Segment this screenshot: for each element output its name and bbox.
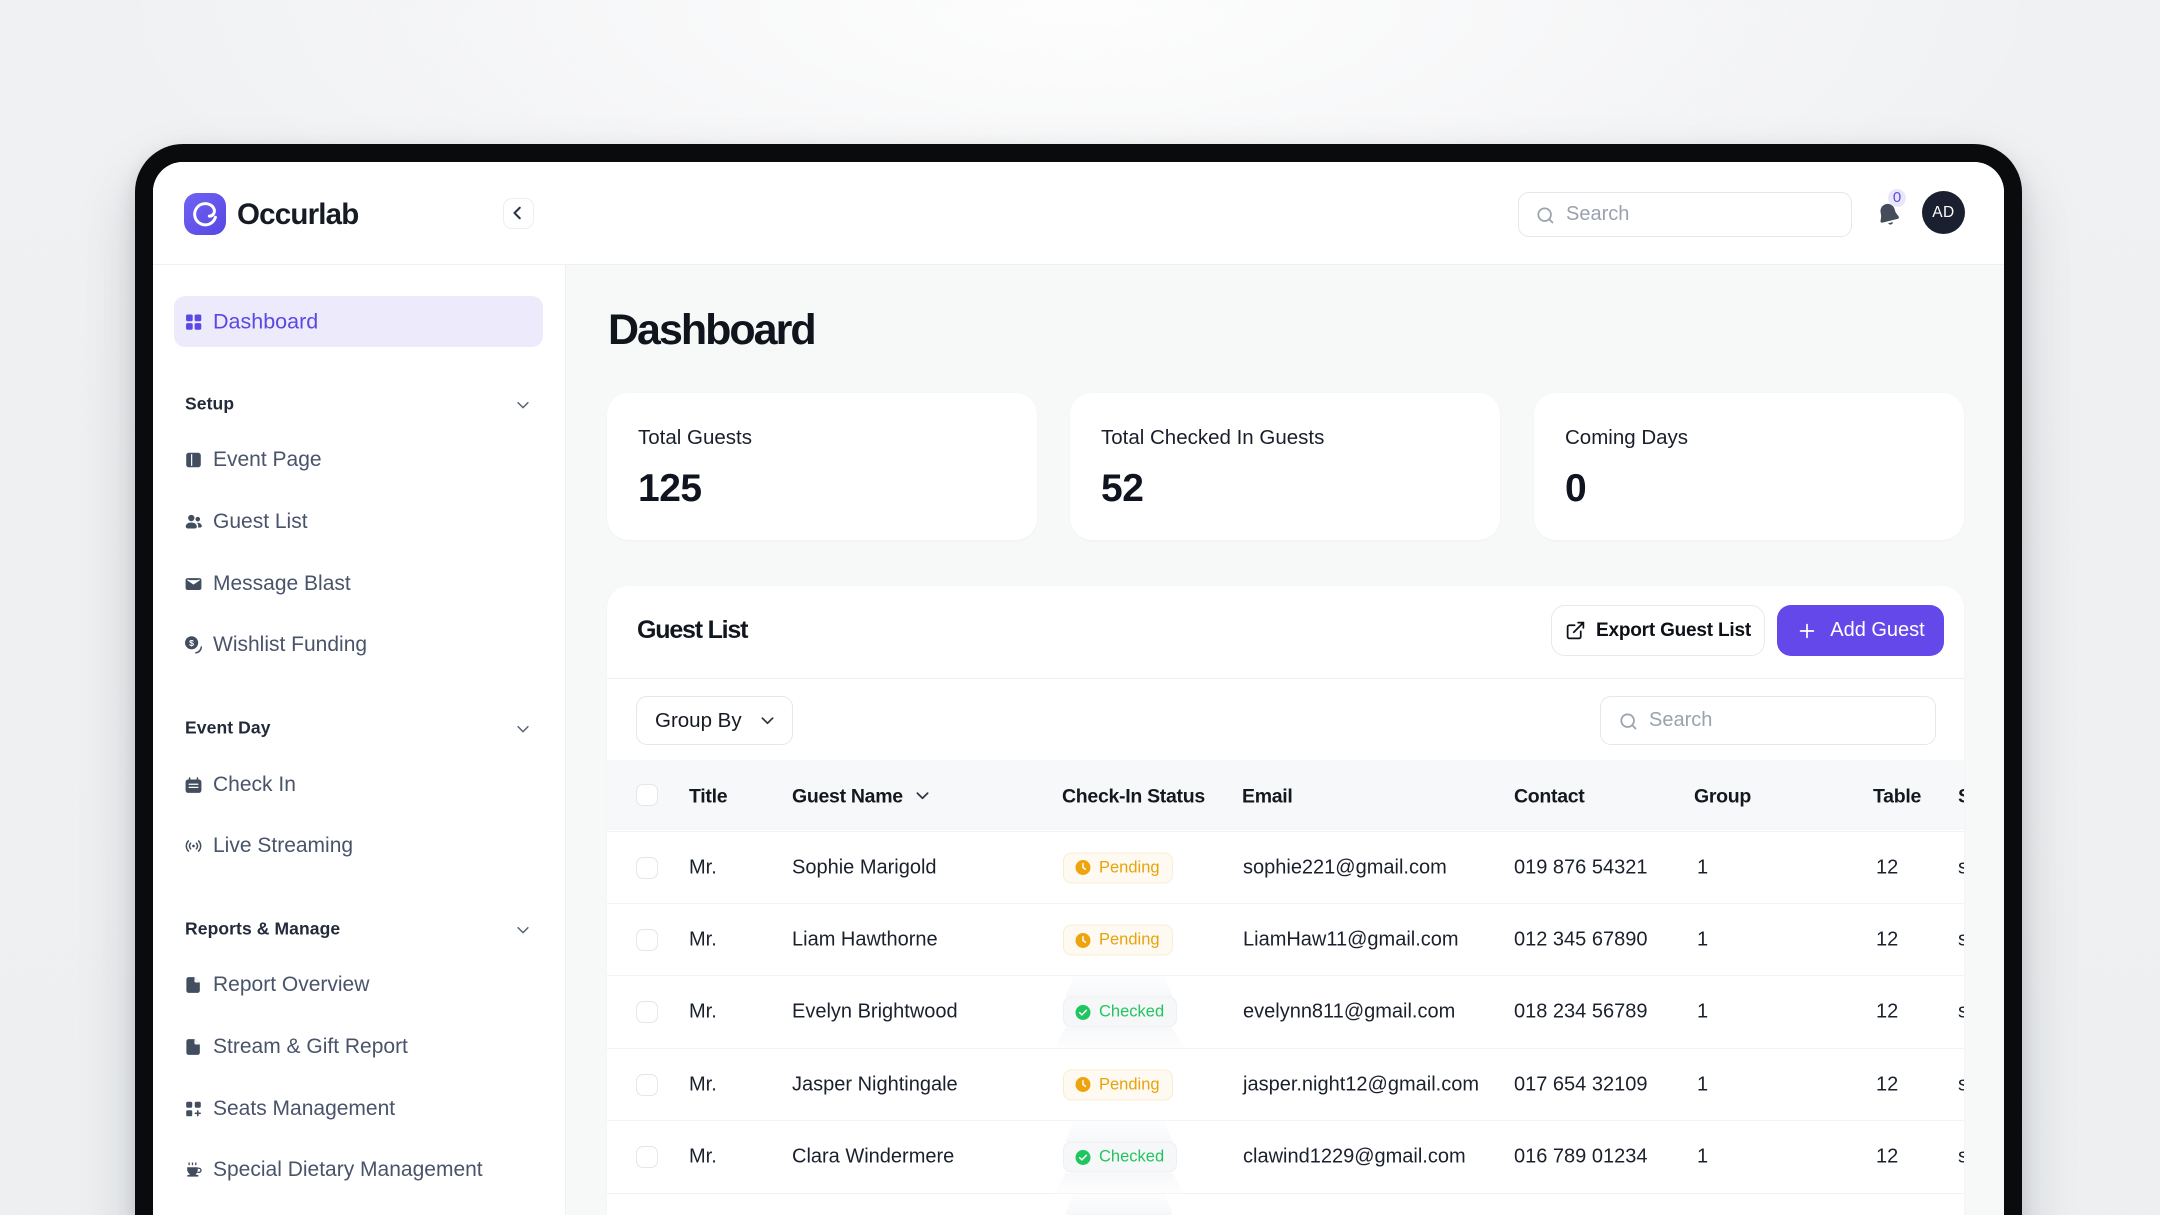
- svg-text:$: $: [189, 638, 194, 648]
